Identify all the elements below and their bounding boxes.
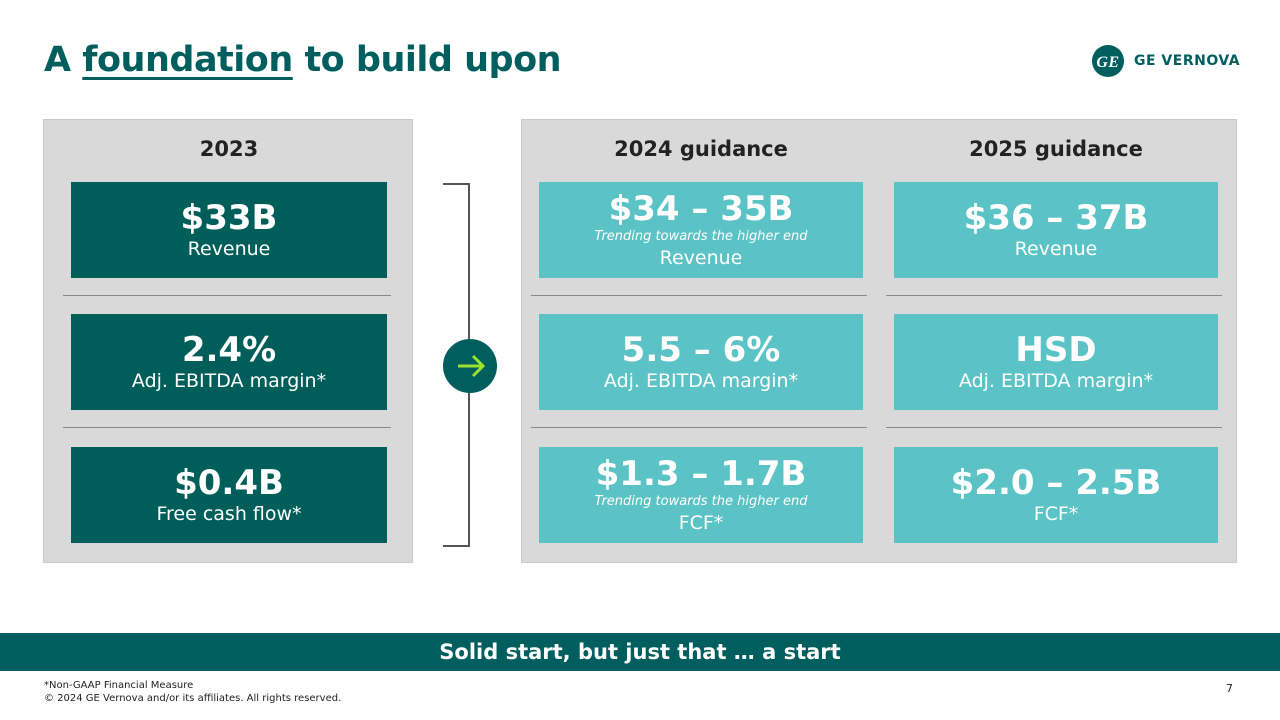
metric-card: $36 – 37B Revenue [894,182,1218,278]
separator [63,427,391,428]
banner: Solid start, but just that … a start [0,633,1280,671]
metric-card: HSD Adj. EBITDA margin* [894,314,1218,410]
metric-card: $33B Revenue [71,182,387,278]
svg-text:GE: GE [1096,54,1119,71]
metric-label: Adj. EBITDA margin* [958,370,1154,392]
metric-value: $0.4B [174,463,284,503]
column-heading: 2023 [199,137,259,161]
separator [63,295,391,296]
separator [886,427,1222,428]
footnote: *Non-GAAP Financial Measure [44,680,194,691]
logo-text: GE VERNOVA [1134,53,1241,69]
metric-card: $0.4B Free cash flow* [71,447,387,543]
metric-card: $1.3 – 1.7B Trending towards the higher e… [539,447,863,543]
title: A foundation to build upon [44,40,562,80]
metric-note: Trending towards the higher end [594,229,808,244]
title-text: to build upon [304,40,562,80]
separator [531,427,867,428]
title-underlined: foundation [82,40,293,80]
bracket-arrow [443,183,497,547]
metric-label: Revenue [659,247,743,269]
column-heading: 2024 guidance [614,137,788,161]
metric-label: Free cash flow* [156,503,302,525]
page-number: 7 [1226,682,1233,695]
copyright: © 2024 GE Vernova and/or its affiliates.… [44,693,342,704]
metric-value: $33B [180,198,278,238]
metric-card: 5.5 – 6% Adj. EBITDA margin* [539,314,863,410]
separator [886,295,1222,296]
metric-label: Adj. EBITDA margin* [603,370,799,392]
column-heading: 2025 guidance [969,137,1143,161]
logo-mark: GE [1092,45,1124,77]
metric-value: 2.4% [181,330,277,370]
metric-value: $2.0 – 2.5B [950,463,1162,503]
metric-label: Adj. EBITDA margin* [131,370,327,392]
title-text: A [44,40,71,80]
metric-label: Revenue [187,238,271,260]
metric-value: 5.5 – 6% [621,330,781,370]
metric-value: $36 – 37B [963,198,1149,238]
metric-value: HSD [1015,330,1097,370]
metric-value: $1.3 – 1.7B [595,454,807,494]
logo: GE GE VERNOVA [1091,44,1240,78]
metric-label: FCF* [1033,503,1079,525]
metric-label: Revenue [1014,238,1098,260]
metric-value: $34 – 35B [608,189,794,229]
metric-card: $2.0 – 2.5B FCF* [894,447,1218,543]
metric-note: Trending towards the higher end [594,494,808,509]
metric-card: $34 – 35B Trending towards the higher end… [539,182,863,278]
metric-label: FCF* [678,512,724,534]
separator [531,295,867,296]
metric-card: 2.4% Adj. EBITDA margin* [71,314,387,410]
